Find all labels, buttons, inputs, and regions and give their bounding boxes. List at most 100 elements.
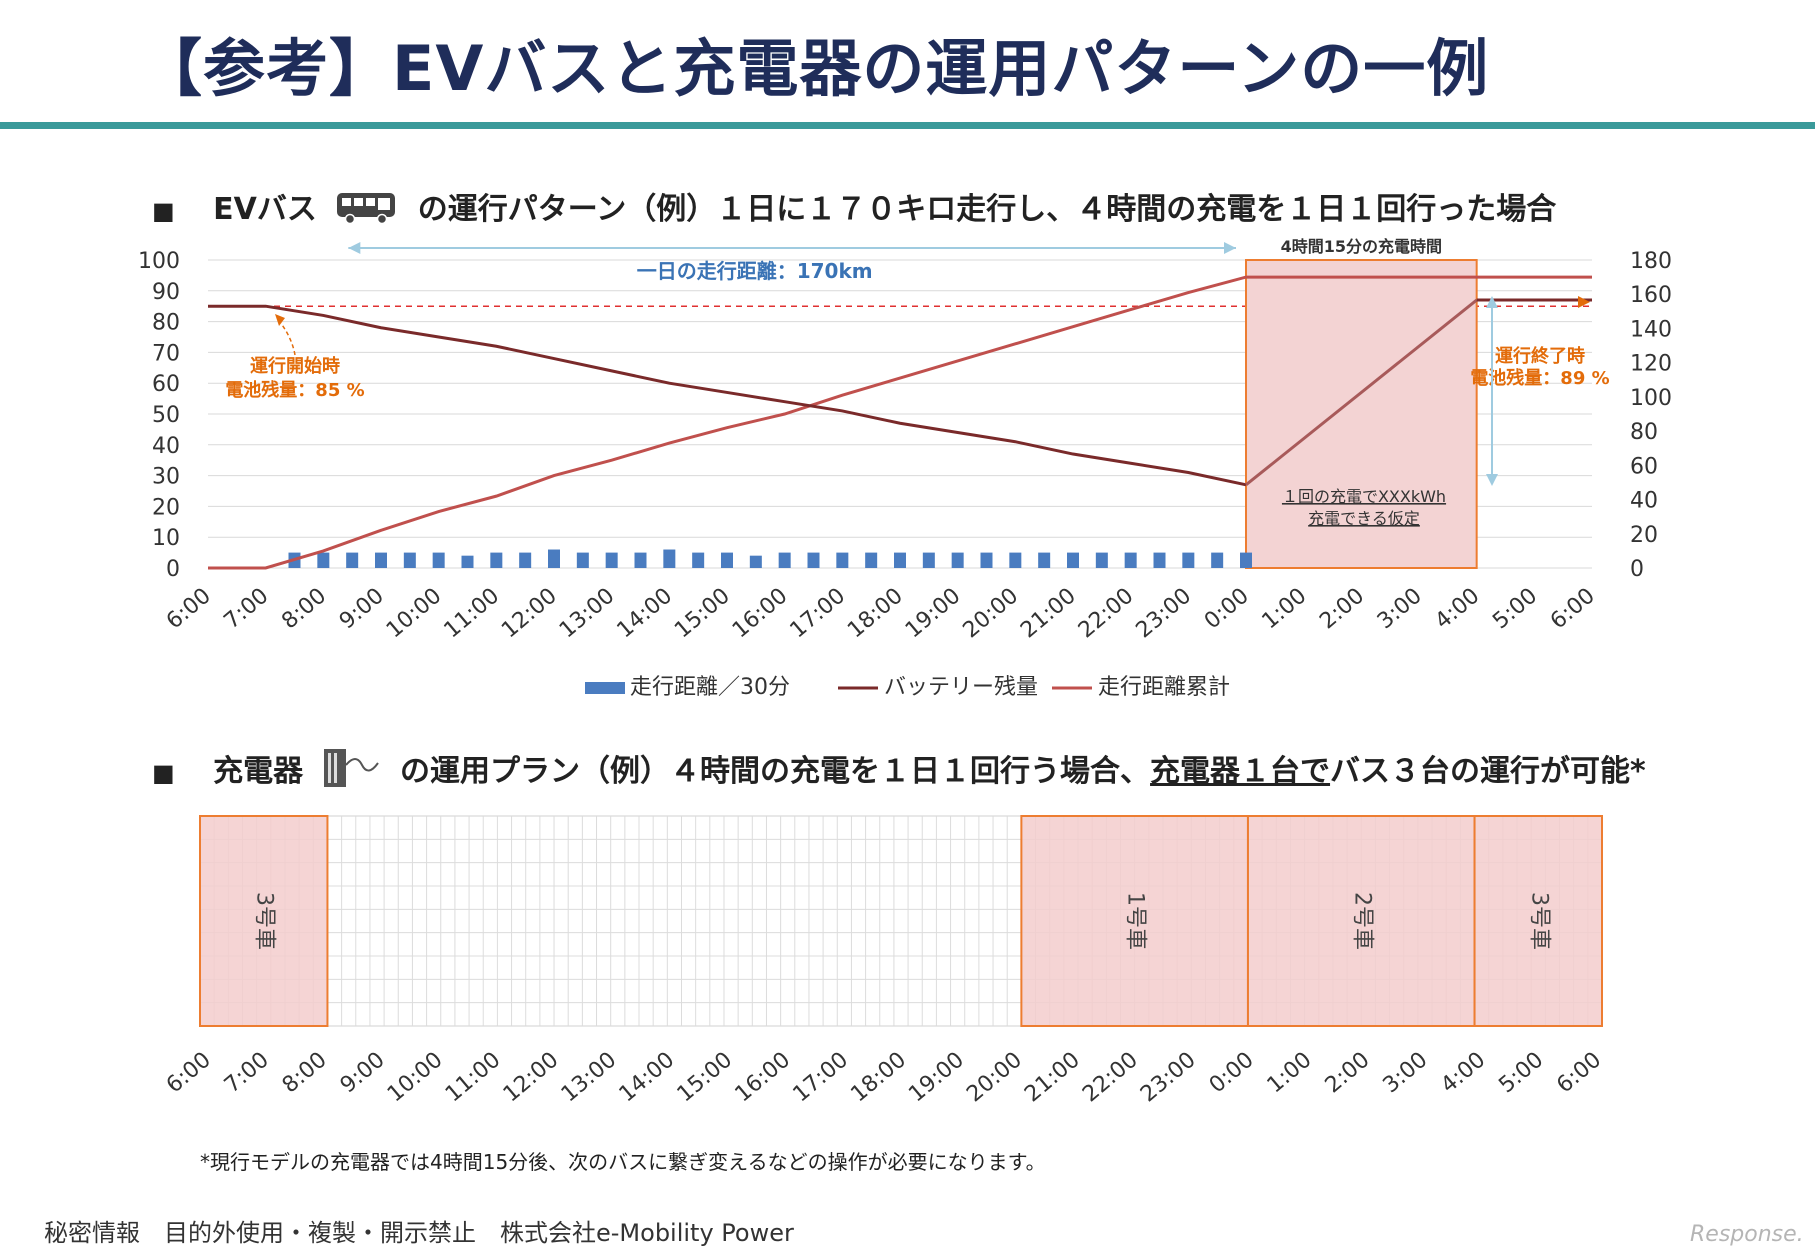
section1-label-b: の運行パターン（例）１日に１７０キロ走行し、４時間の充電を１日１回行った場合	[417, 192, 1557, 227]
section1-label-a: EVバス	[213, 192, 317, 227]
x-tick-label: 15:00	[670, 583, 735, 643]
start-annotation-arrowhead	[275, 314, 285, 326]
distance-label: 一日の走行距離：170km	[637, 259, 873, 283]
bus-icon	[337, 193, 396, 225]
charge-block-label: 1号車	[1123, 892, 1148, 950]
gantt-x-tick-label: 7:00	[220, 1047, 274, 1098]
legend-label-distance: 走行距離／30分	[630, 675, 790, 700]
gantt-x-tick-label: 0:00	[1205, 1047, 1259, 1098]
charge-block	[1473, 815, 1603, 1027]
section2-heading: ■ 充電器 の運用プラン（例）４時間の充電を１日１回行う場合、充電器１台でバス３…	[152, 746, 1646, 790]
footnote: *現行モデルの充電器では4時間15分後、次のバスに繋ぎ変えるなどの操作が必要にな…	[200, 1150, 1046, 1174]
gantt-x-tick-label: 19:00	[904, 1047, 969, 1107]
distance-bar	[1124, 552, 1137, 568]
y-right-tick-label: 20	[1630, 523, 1658, 548]
title-divider	[0, 122, 1815, 129]
gantt-x-tick-label: 1:00	[1263, 1047, 1317, 1098]
x-tick-label: 3:00	[1373, 583, 1427, 634]
x-tick-label: 22:00	[1074, 583, 1139, 643]
x-tick-label: 6:00	[162, 583, 216, 634]
distance-bar	[1211, 552, 1224, 568]
x-tick-label: 11:00	[440, 583, 505, 643]
gantt-x-tick-label: 8:00	[278, 1047, 332, 1098]
charge-block-label: 3号車	[252, 892, 277, 950]
x-tick-label: 20:00	[959, 583, 1024, 643]
section2-label-a: 充電器	[213, 754, 304, 789]
x-tick-label: 8:00	[277, 583, 331, 634]
distance-bar	[605, 552, 618, 568]
start-annotation-line1: 運行開始時	[250, 355, 340, 377]
cumulative-distance-line	[208, 275, 1592, 570]
y-left-tick-label: 70	[152, 341, 180, 366]
y-right-tick-label: 80	[1630, 420, 1658, 445]
x-tick-label: 21:00	[1016, 583, 1081, 643]
x-tick-label: 4:00	[1431, 583, 1485, 634]
gantt-x-tick-label: 14:00	[615, 1047, 680, 1107]
battery-gain-arrowhead-up	[1486, 296, 1498, 308]
distance-bar	[634, 552, 647, 568]
watermark: Response.	[1690, 1222, 1804, 1247]
x-tick-label: 19:00	[901, 583, 966, 643]
distance-bar	[836, 552, 849, 568]
distance-bar	[1182, 552, 1195, 568]
y-right-tick-label: 160	[1630, 283, 1672, 308]
distance-bar	[403, 552, 416, 568]
start-annotation-leader	[279, 321, 296, 356]
distance-bar	[1009, 552, 1022, 568]
distance-bar	[1067, 552, 1079, 568]
distance-bar	[721, 552, 733, 568]
y-right-tick-label: 40	[1630, 489, 1658, 514]
y-right-tick-label: 100	[1630, 386, 1672, 411]
gantt-x-tick-label: 10:00	[383, 1047, 448, 1107]
charge-block	[1020, 815, 1249, 1027]
assumption-line1: １回の充電でXXXkWh	[1282, 487, 1446, 506]
assumption-line2: 充電できる仮定	[1308, 509, 1420, 528]
x-tick-label: 9:00	[335, 583, 389, 634]
distance-bar	[922, 552, 935, 568]
charge-block-label: 3号車	[1526, 892, 1551, 950]
battery-gain-arrowhead-down	[1486, 474, 1498, 486]
distance-bar	[548, 549, 560, 568]
distance-bar	[1038, 552, 1051, 568]
gantt-x-tick-label: 11:00	[441, 1047, 506, 1107]
y-left-tick-label: 10	[152, 526, 180, 551]
y-left-tick-label: 90	[152, 280, 180, 305]
x-tick-label: 12:00	[497, 583, 562, 643]
y-right-tick-label: 120	[1630, 352, 1672, 377]
gantt-x-tick-label: 22:00	[1078, 1047, 1143, 1107]
gantt-x-tick-label: 23:00	[1136, 1047, 1201, 1107]
legend-label-battery: バッテリー残量	[884, 675, 1038, 700]
section2-label-c: バス３台の運行が可能*	[1330, 754, 1646, 789]
distance-bar	[461, 555, 474, 568]
end-annotation-line1: 運行終了時	[1495, 345, 1585, 367]
section2-label-b: の運用プラン（例）４時間の充電を１日１回行う場合、	[400, 754, 1151, 789]
section2-label-underlined: 充電器１台で	[1150, 754, 1331, 789]
distance-bar	[865, 552, 878, 568]
distance-bar	[576, 552, 589, 568]
distance-bar	[807, 552, 820, 568]
y-left-tick-label: 100	[138, 249, 180, 274]
legend-label-cumulative: 走行距離累計	[1098, 675, 1230, 700]
x-tick-label: 1:00	[1258, 583, 1312, 634]
x-tick-label: 5:00	[1488, 583, 1542, 634]
y-left-tick-label: 40	[152, 434, 180, 459]
distance-bar	[749, 555, 762, 568]
battery-charging-line	[1245, 298, 1478, 487]
page-title: 【参考】EVバスと充電器の運用パターンの一例	[140, 32, 1490, 105]
distance-bar	[951, 552, 964, 568]
legend-swatch-distance	[585, 682, 625, 694]
gantt-x-tick-label: 17:00	[788, 1047, 853, 1107]
x-tick-label: 17:00	[786, 583, 851, 643]
charger-icon	[323, 749, 379, 787]
gantt-x-tick-label: 4:00	[1436, 1047, 1490, 1098]
x-tick-label: 18:00	[843, 583, 908, 643]
distance-bar	[980, 552, 993, 568]
x-tick-label: 14:00	[613, 583, 678, 643]
gantt-x-tick-label: 12:00	[499, 1047, 564, 1107]
charger-gantt-chart: 3号車 1号車 2号車 3号車 6:00 7:00 8:00 9:0010:0011:001…	[162, 815, 1606, 1107]
distance-bar	[490, 552, 503, 568]
gantt-x-tick-label: 21:00	[1020, 1047, 1085, 1107]
gantt-x-tick-label: 18:00	[846, 1047, 911, 1107]
y-left-tick-label: 60	[152, 372, 180, 397]
end-annotation-line2: 電池残量：89 %	[1470, 367, 1609, 389]
